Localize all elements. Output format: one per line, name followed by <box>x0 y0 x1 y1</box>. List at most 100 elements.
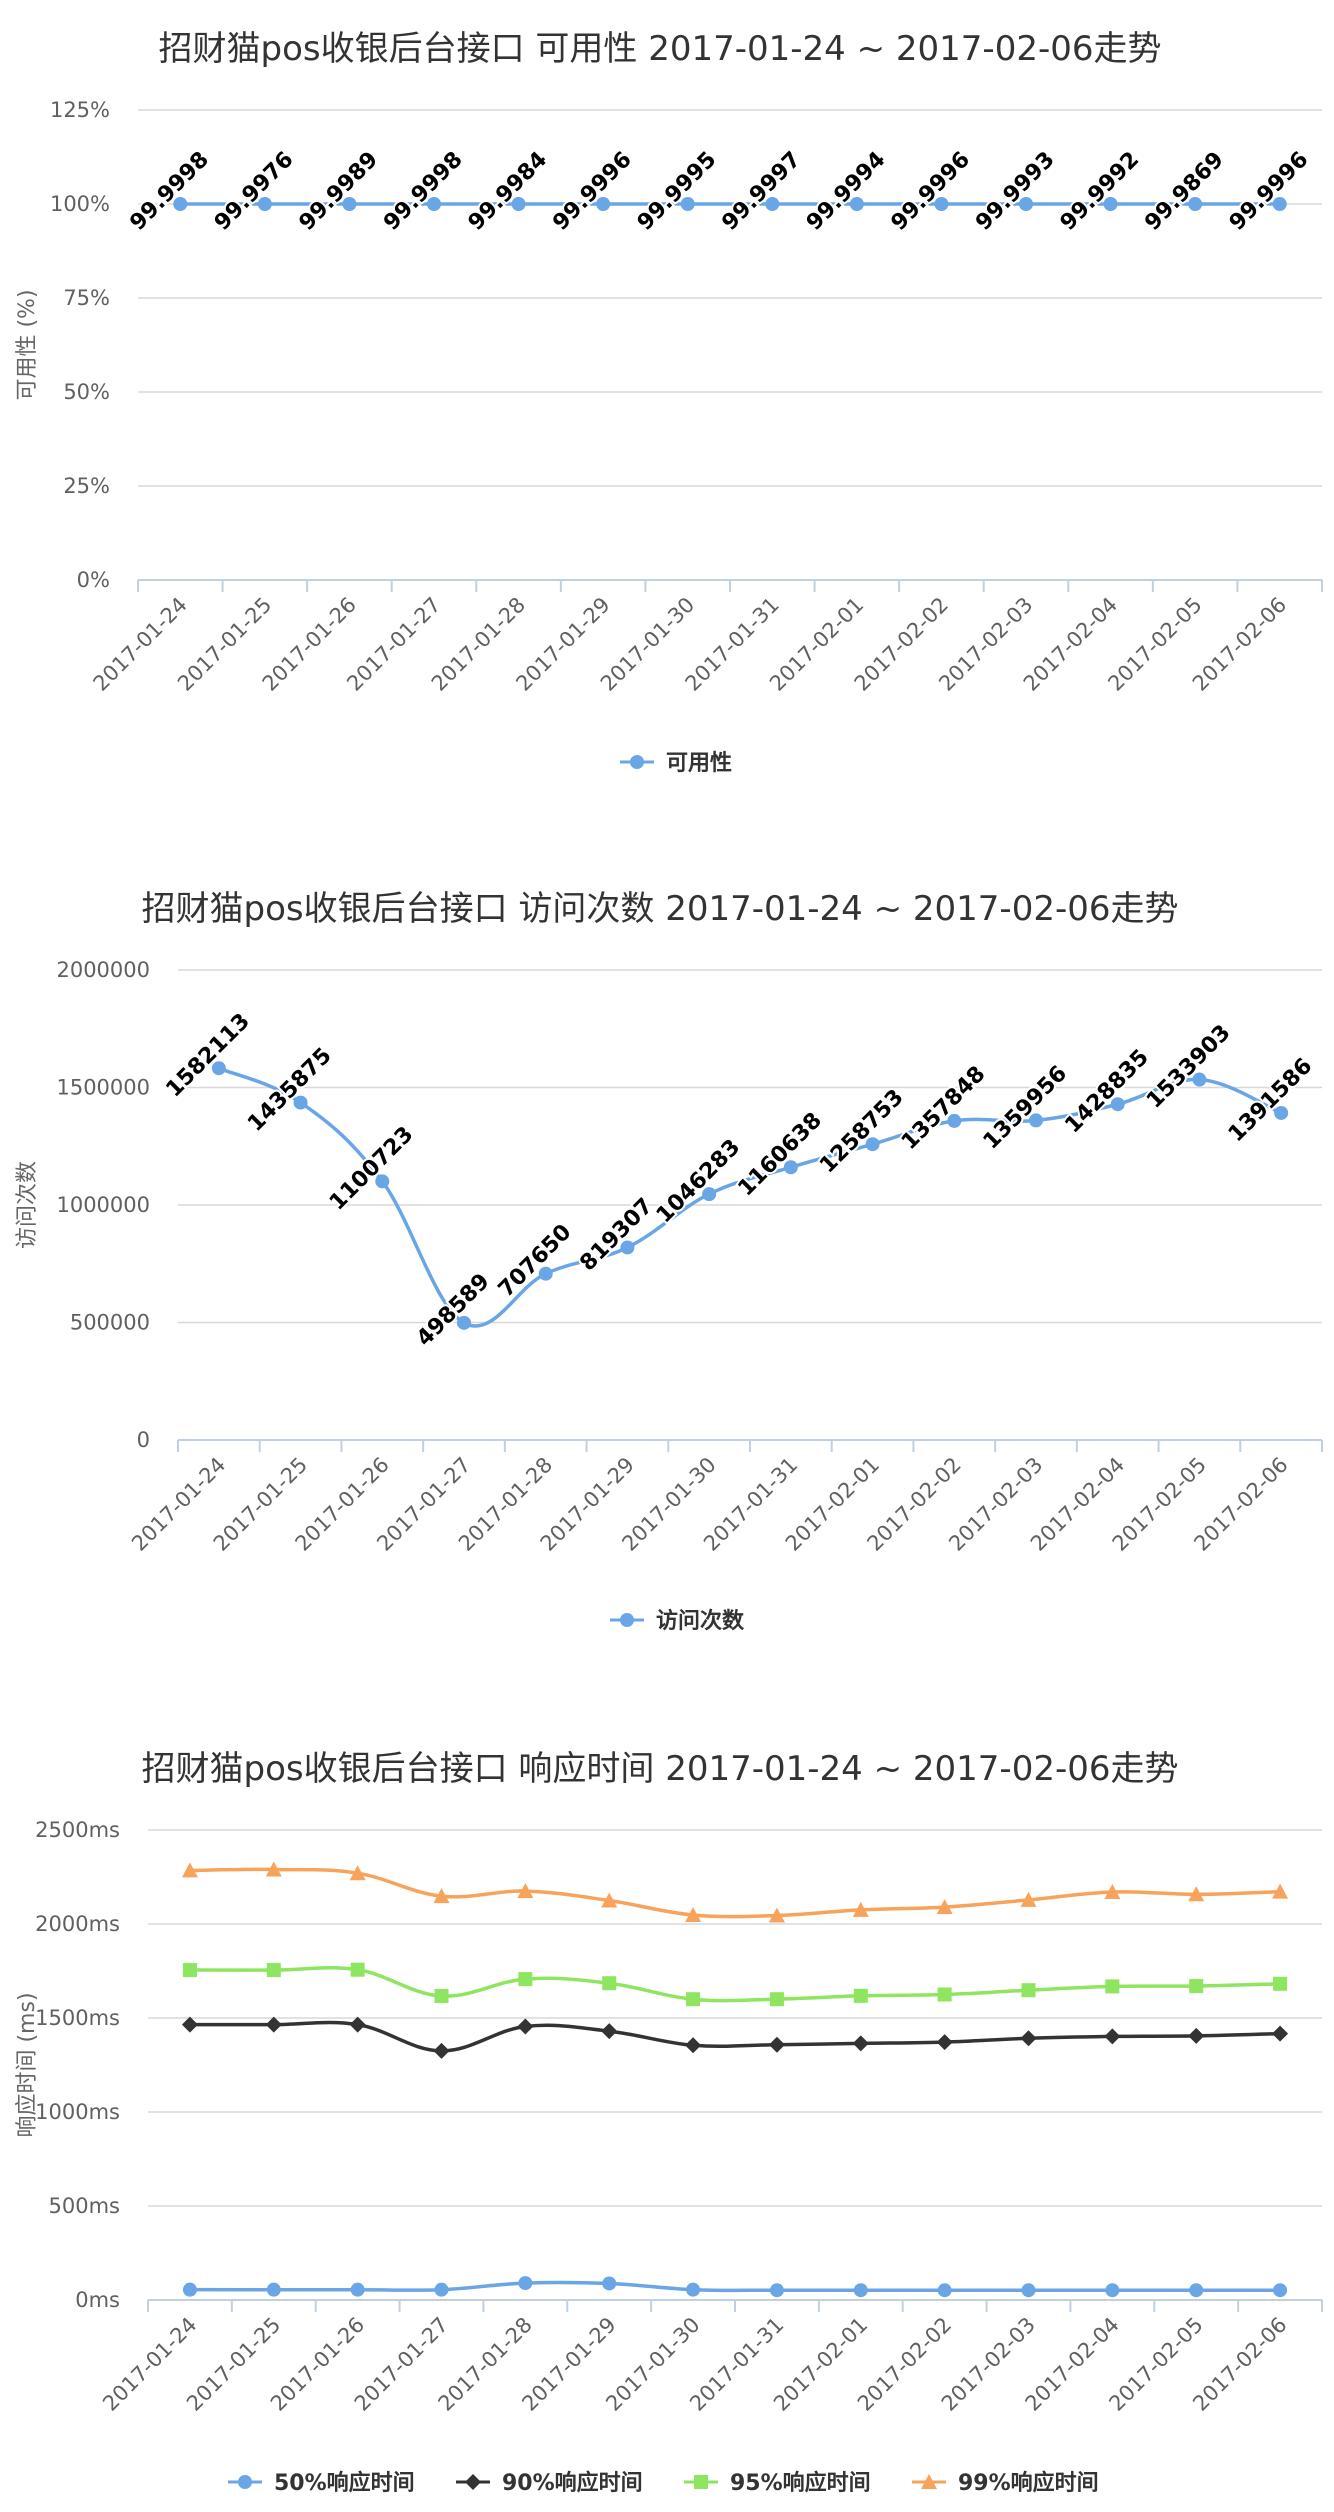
data-point <box>936 2034 953 2051</box>
legend-item[interactable]: 访问次数 <box>610 1608 745 1634</box>
data-label: 99.9984 <box>464 147 553 236</box>
data-point <box>1188 2027 1205 2044</box>
data-point <box>293 1095 308 1110</box>
data-label: 99.9869 <box>1140 147 1229 236</box>
data-label: 1533903 <box>1142 1020 1235 1113</box>
data-point <box>457 1315 471 1330</box>
data-point <box>433 2042 450 2059</box>
y-axis-label: 可用性 (%) <box>15 289 40 400</box>
data-point <box>852 2035 869 2052</box>
legend-item[interactable]: 99%响应时间 <box>912 2470 1099 2496</box>
data-point <box>769 2283 784 2298</box>
data-point <box>181 1862 198 1878</box>
y-tick-label: 0% <box>77 568 110 592</box>
legend-marker <box>630 755 644 769</box>
data-label: 99.9976 <box>210 147 299 236</box>
data-label: 1100723 <box>325 1122 418 1215</box>
data-point <box>1020 2030 1037 2047</box>
y-tick-label: 1500ms <box>35 2006 120 2030</box>
data-label: 99.9996 <box>887 147 976 236</box>
chart-title: 招财猫pos收银后台接口 可用性 2017-01-24 ~ 2017-02-06… <box>159 29 1162 69</box>
data-point <box>849 197 864 212</box>
legend-item[interactable]: 95%响应时间 <box>684 2470 871 2496</box>
data-point <box>680 197 695 212</box>
series-line <box>189 1965 1281 2003</box>
data-point <box>1021 2283 1036 2298</box>
series-50%响应时间 <box>182 2276 1288 2298</box>
data-label: 99.9996 <box>548 147 637 236</box>
data-point <box>1274 1105 1289 1120</box>
data-point <box>601 1892 618 1908</box>
data-point <box>853 2283 868 2298</box>
y-tick-label: 100% <box>50 192 110 216</box>
y-tick-label: 1000000 <box>56 1193 150 1217</box>
data-label: 1046283 <box>652 1135 745 1228</box>
data-point <box>596 197 611 212</box>
series-95%响应时间 <box>182 1962 1288 2007</box>
series-90%响应时间 <box>181 2016 1289 2059</box>
chart-title: 招财猫pos收银后台接口 访问次数 2017-01-24 ~ 2017-02-0… <box>142 889 1179 929</box>
y-tick-label: 1500000 <box>56 1076 150 1100</box>
data-point <box>350 1962 365 1977</box>
data-point <box>1272 1883 1289 1899</box>
legend-label: 95%响应时间 <box>730 2470 871 2496</box>
legend-marker <box>465 2474 481 2490</box>
data-point <box>702 1187 717 1202</box>
data-point <box>511 197 526 212</box>
data-point <box>349 2016 366 2033</box>
y-tick-label: 1000ms <box>35 2100 120 2124</box>
data-point <box>433 1888 450 1904</box>
data-point <box>518 2276 533 2291</box>
data-point <box>936 1899 953 1915</box>
y-tick-label: 0 <box>137 1428 150 1452</box>
data-point <box>853 1988 868 2003</box>
data-point <box>686 1992 701 2007</box>
legend-item[interactable]: 90%响应时间 <box>456 2470 643 2496</box>
data-point <box>937 2283 952 2298</box>
data-point <box>783 1160 798 1175</box>
data-point <box>434 2282 449 2297</box>
data-label: 498589 <box>412 1269 495 1352</box>
data-label: 1428835 <box>1060 1045 1153 1138</box>
y-tick-label: 500ms <box>49 2194 120 2218</box>
y-tick-label: 2500ms <box>35 1818 120 1842</box>
y-tick-label: 25% <box>63 474 110 498</box>
data-point <box>1105 2283 1120 2298</box>
data-point <box>342 197 357 212</box>
data-point <box>517 1883 534 1899</box>
chart-1: 招财猫pos收银后台接口 可用性 2017-01-24 ~ 2017-02-06… <box>15 29 1323 776</box>
data-point <box>1021 1983 1036 1998</box>
legend-label: 访问次数 <box>656 1608 745 1634</box>
data-label: 99.9995 <box>633 147 722 236</box>
data-point <box>1110 1097 1125 1112</box>
data-point <box>517 2018 534 2035</box>
legend-item[interactable]: 50%响应时间 <box>228 2470 415 2496</box>
legend-label: 50%响应时间 <box>274 2470 415 2496</box>
data-point <box>265 2016 282 2033</box>
data-point <box>685 1906 702 1922</box>
data-point <box>1189 2283 1204 2298</box>
data-point <box>1273 2283 1288 2298</box>
data-label: 1391586 <box>1224 1054 1317 1147</box>
data-label: 99.9993 <box>971 147 1060 236</box>
data-point <box>852 1901 869 1917</box>
data-label: 99.9989 <box>295 147 384 236</box>
data-label: 99.9998 <box>125 147 214 236</box>
data-label: 707650 <box>494 1220 577 1303</box>
y-tick-label: 125% <box>50 98 110 122</box>
series-line <box>189 2280 1281 2293</box>
data-point <box>350 2282 365 2297</box>
data-label: 99.9998 <box>379 147 468 236</box>
data-point <box>602 1976 617 1991</box>
y-tick-label: 2000ms <box>35 1912 120 1936</box>
data-label: 99.9996 <box>1225 147 1314 236</box>
data-point <box>865 1137 880 1152</box>
series-99%响应时间 <box>181 1861 1289 1923</box>
data-point <box>266 1963 281 1978</box>
data-point <box>686 2282 701 2297</box>
data-point <box>182 2282 197 2297</box>
y-tick-label: 2000000 <box>56 958 150 982</box>
data-point <box>265 1861 282 1877</box>
series-line <box>218 1066 1282 1328</box>
legend-item[interactable]: 可用性 <box>620 751 732 776</box>
